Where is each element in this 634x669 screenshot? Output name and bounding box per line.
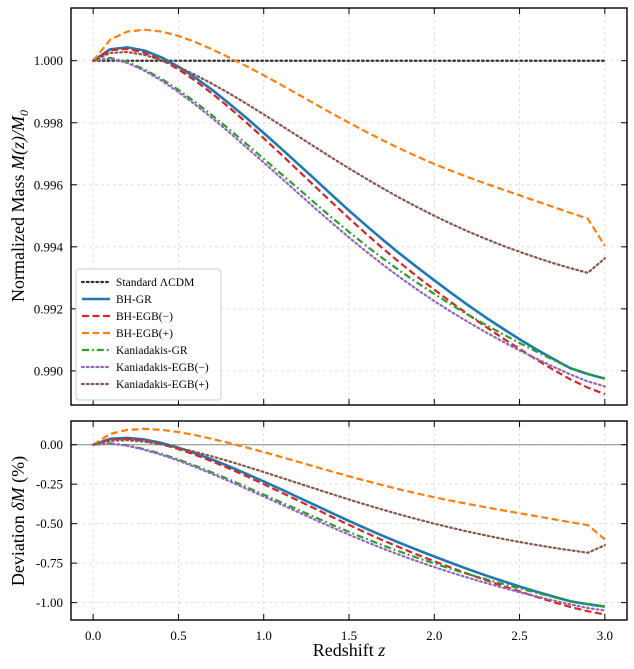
bottom-ylabel-tail: (%)	[8, 456, 29, 487]
xlabel-text: Redshift	[313, 640, 379, 660]
legend-label-6: Kaniadakis-EGB(+)	[116, 379, 209, 391]
bottom-ytick-label-3: -0.75	[36, 556, 63, 571]
top-ylabel-text: Normalized Mass	[8, 170, 28, 302]
top-ytick-label-4: 0.998	[34, 115, 63, 130]
top-series-kaniadakis-egb-	[92, 50, 606, 274]
top-panel-series	[92, 28, 606, 396]
bottom-series-kaniadakis-gr	[93, 442, 605, 608]
bottom-series-kaniadakis-egb-	[92, 439, 606, 554]
xtick-label-6: 3.0	[597, 628, 613, 643]
bottom-panel-grid	[71, 421, 627, 620]
xtick-label-1: 0.5	[170, 628, 186, 643]
top-ylabel: Normalized Mass M(z)/M0	[8, 110, 31, 302]
top-ytick-label-2: 0.994	[34, 239, 64, 254]
legend: Standard ΛCDM BH-GR BH-EGB(−) BH-EGB(+) Kani…	[75, 268, 222, 401]
xtick-label-5: 2.5	[511, 628, 527, 643]
legend-box	[75, 268, 222, 401]
bottom-panel-frame	[70, 420, 628, 621]
xlabel-math: z	[377, 640, 385, 660]
bottom-ylabel-math: δM	[8, 486, 28, 510]
bottom-ytick-label-4: -1.00	[36, 595, 63, 610]
top-ytick-label-5: 1.000	[34, 53, 63, 68]
bottom-ytick-label-0: 0.00	[40, 437, 63, 452]
xlabel: Redshift z	[313, 640, 386, 660]
top-ytick-label-1: 0.992	[34, 301, 63, 316]
top-panel-frame	[70, 7, 628, 406]
legend-label-4: Kaniadakis-GR	[116, 345, 188, 357]
bottom-ytick-label-1: -0.25	[36, 477, 63, 492]
bottom-ylabel: Deviation δM (%)	[8, 456, 29, 586]
bottom-ylabel-text: Deviation	[8, 511, 28, 586]
legend-label-1: BH-GR	[116, 294, 152, 306]
top-series-kaniadakis-egb-	[92, 57, 606, 388]
bottom-ytick-label-2: -0.50	[36, 516, 63, 531]
top-series-bh-egb-	[92, 47, 606, 396]
top-panel-ticks: 0.990 0.992 0.994 0.996 0.998 1.000	[34, 8, 627, 405]
bottom-panel-series	[92, 427, 606, 616]
top-ytick-label-0: 0.990	[34, 363, 63, 378]
xtick-label-3: 1.5	[341, 628, 357, 643]
top-series-kaniadakis-gr	[92, 56, 606, 380]
legend-label-0: Standard ΛCDM	[116, 277, 194, 289]
top-series-bh-egb-	[92, 28, 606, 247]
xtick-label-0: 0.0	[85, 628, 101, 643]
top-ylabel-subscript: 0	[17, 110, 31, 116]
top-ylabel-math: M(z)/M	[8, 115, 29, 171]
legend-label-5: Kaniadakis-EGB(−)	[116, 362, 209, 374]
xtick-label-4: 2.0	[426, 628, 442, 643]
bottom-panel-ticks: 0.0 0.5 1.0 1.5 2.0 2.5 3.0 0.00 -0.25 -0.50 -0.75…	[36, 421, 627, 643]
xtick-label-2: 1.0	[256, 628, 272, 643]
top-ytick-label-3: 0.996	[34, 177, 64, 192]
legend-label-2: BH-EGB(−)	[116, 311, 173, 323]
legend-label-3: BH-EGB(+)	[116, 328, 173, 340]
bottom-series-bh-egb-	[92, 427, 606, 541]
bottom-series-kaniadakis-egb-	[92, 442, 606, 612]
